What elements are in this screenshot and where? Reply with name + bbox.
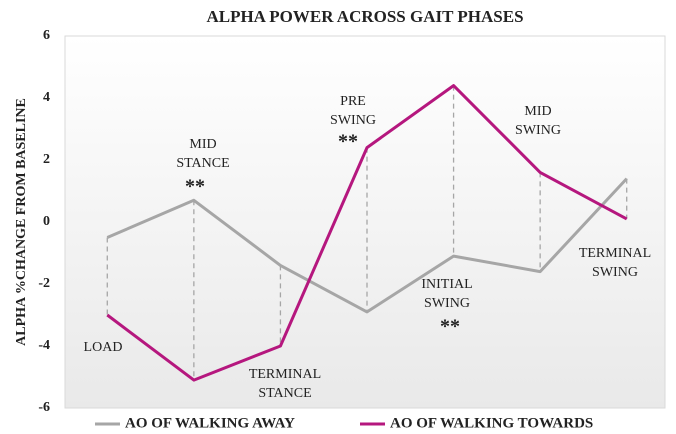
series-line xyxy=(106,84,628,382)
category-label: INITIAL SWING xyxy=(421,277,472,311)
y-tick-label: 4 xyxy=(43,90,50,105)
category-label: LOAD xyxy=(84,340,123,355)
category-label-line: MID xyxy=(524,104,551,119)
y-tick-label: 6 xyxy=(43,28,50,43)
significance-mark: ** xyxy=(338,131,358,153)
y-tick-label: -6 xyxy=(38,400,50,415)
legend-label: AO OF WALKING TOWARDS xyxy=(390,415,593,431)
y-tick-label: -4 xyxy=(38,338,50,353)
category-label-line: SWING xyxy=(515,123,561,138)
category-label-line: TERMINAL xyxy=(579,246,651,261)
significance-mark: ** xyxy=(440,316,460,338)
category-label-line: TERMINAL xyxy=(249,367,321,382)
legend-label: AO OF WALKING AWAY xyxy=(125,415,295,431)
y-tick-label: -2 xyxy=(38,276,50,291)
category-label-line: SWING xyxy=(330,113,376,128)
y-tick-label: 2 xyxy=(43,152,50,167)
category-label-line: INITIAL xyxy=(421,277,472,292)
category-label: TERMINAL STANCE xyxy=(249,367,321,401)
category-label: MID STANCE xyxy=(176,137,229,171)
category-label: MID SWING xyxy=(515,104,561,138)
chart-title: ALPHA POWER ACROSS GAIT PHASES xyxy=(206,7,523,26)
category-label-line: STANCE xyxy=(258,386,311,401)
plot-area xyxy=(64,35,666,409)
category-label-line: PRE xyxy=(340,94,366,109)
category-label-line: STANCE xyxy=(176,156,229,171)
category-label-line: SWING xyxy=(424,296,470,311)
category-label: TERMINAL SWING xyxy=(579,246,651,280)
y-axis-label: ALPHA %CHANGE FROM BASELINE xyxy=(14,98,29,346)
series-line xyxy=(106,177,628,314)
category-label-line: SWING xyxy=(592,265,638,280)
category-label: PRE SWING xyxy=(330,94,376,128)
y-tick-label: 0 xyxy=(43,214,50,229)
significance-mark: ** xyxy=(185,176,205,198)
category-label-line: MID xyxy=(189,137,216,152)
